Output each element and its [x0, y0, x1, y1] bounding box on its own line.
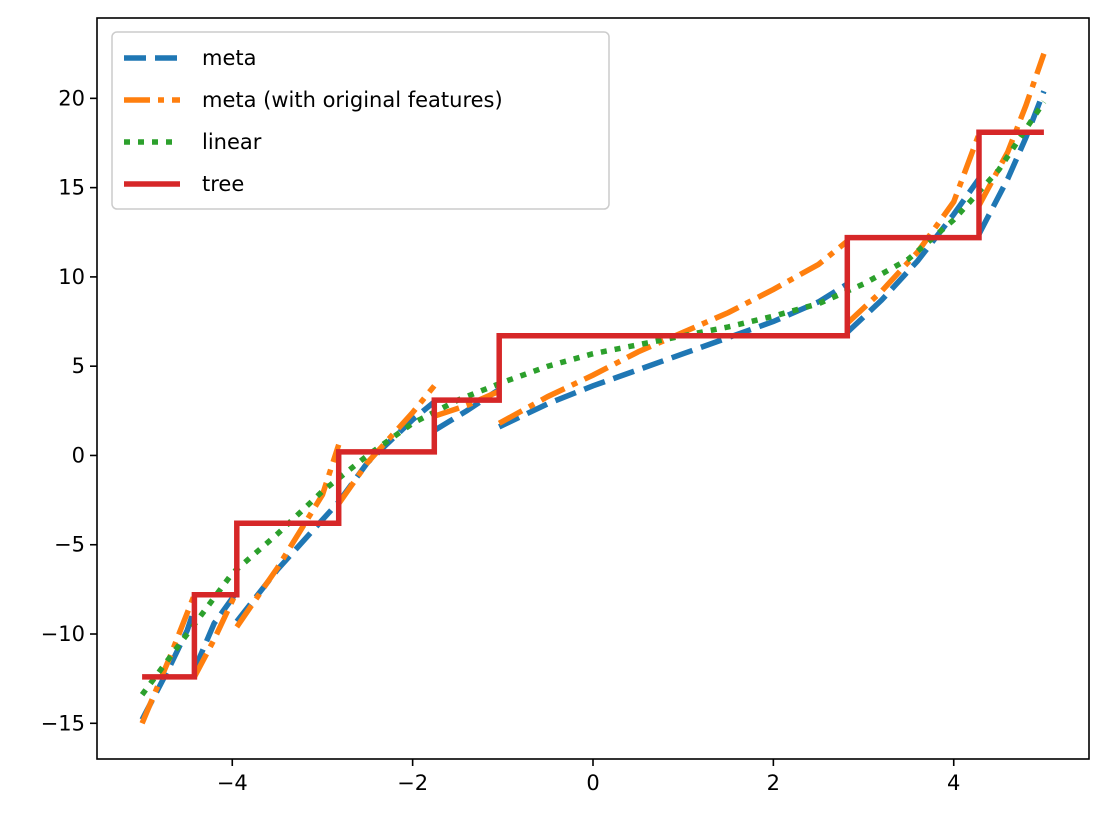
y-tick-label: 5: [72, 354, 85, 378]
x-tick-label: −2: [397, 771, 428, 795]
series-layer: [139, 52, 1047, 725]
legend-box: [111, 31, 610, 210]
series-line-meta-with-original-features-5: [497, 239, 850, 426]
series-line-meta-6: [845, 177, 982, 335]
legend-label-linear: linear: [202, 130, 262, 154]
series-line-linear-0: [139, 100, 1047, 697]
x-tick-label: 4: [947, 771, 960, 795]
series-meta-with-original-features: [139, 52, 1047, 725]
series-line-meta-with-original-features-3: [336, 384, 437, 506]
series-tree: [142, 129, 1044, 680]
x-tick-label: −4: [217, 771, 248, 795]
series-line-meta-with-original-features-4: [433, 388, 501, 419]
axes: −4 −2 0 2 4 −15 −10 −5 0 5 10 15 20: [41, 17, 1090, 795]
y-tick-label: 10: [58, 265, 85, 289]
series-line-meta-with-original-features-6: [845, 133, 982, 326]
y-tick-label: 0: [72, 443, 85, 467]
y-tick-label: −15: [41, 711, 85, 735]
legend-label-tree: tree: [202, 172, 244, 196]
legend: meta meta (with original features) linear t…: [111, 31, 610, 210]
series-line-meta-3: [336, 399, 437, 504]
series-line-meta-7: [976, 90, 1047, 236]
series-line-meta-1: [191, 589, 240, 671]
x-tick-label: 0: [586, 771, 599, 795]
series-line-meta-with-original-features-2: [234, 443, 342, 629]
legend-label-meta-with-original-features: meta (with original features): [202, 88, 503, 112]
series-line-meta-with-original-features-7: [976, 52, 1047, 207]
y-tick-label: −10: [41, 622, 85, 646]
series-line-tree-0: [142, 129, 1044, 680]
y-tick-label: 20: [58, 86, 85, 110]
series-linear: [139, 100, 1047, 697]
legend-label-meta: meta: [202, 46, 256, 70]
series-line-meta-with-original-features-1: [191, 590, 240, 679]
y-tick-label: −5: [54, 533, 85, 557]
x-tick-label: 2: [767, 771, 780, 795]
series-line-meta-5: [498, 281, 849, 430]
y-tick-label: 15: [58, 176, 85, 200]
series-line-meta-2: [234, 500, 341, 624]
